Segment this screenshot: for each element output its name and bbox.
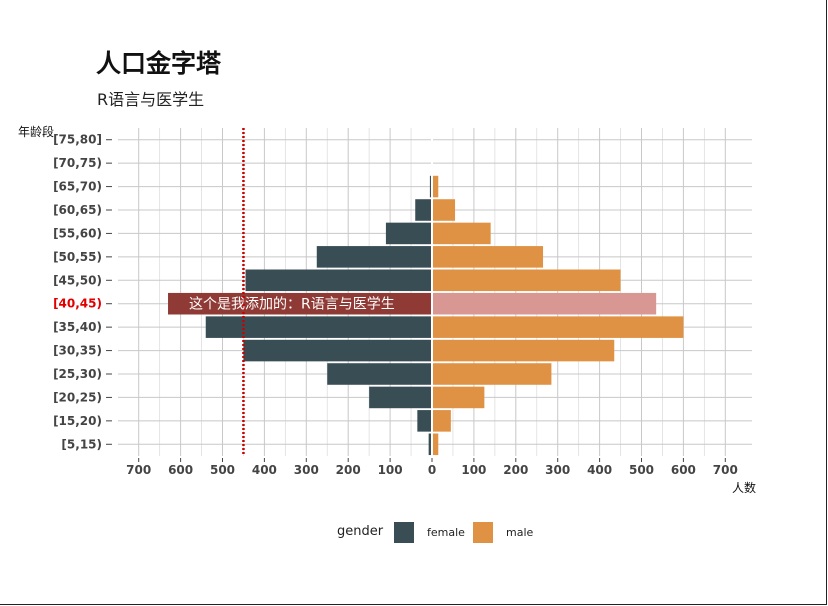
bar-female <box>316 246 432 268</box>
y-tick-label: [65,70) <box>53 180 102 194</box>
bar-male <box>432 199 456 221</box>
legend-title: gender <box>337 524 384 539</box>
bar-male <box>432 339 615 362</box>
y-tick-label: [55,60) <box>53 226 102 240</box>
legend-label-female: female <box>427 526 465 539</box>
y-tick-label: [50,55) <box>53 250 102 264</box>
y-tick-label: [35,40) <box>53 320 102 334</box>
y-tick-label: [5,15) <box>61 437 102 451</box>
bar-female <box>415 199 432 221</box>
y-tick-label: [70,75) <box>53 156 102 170</box>
legend-label-male: male <box>506 526 534 539</box>
bars <box>168 128 684 456</box>
x-tick-label: 0 <box>428 463 436 477</box>
chart-title: 人口金字塔 <box>96 49 222 78</box>
bar-male-highlight <box>432 292 657 315</box>
chart-subtitle: R语言与医学生 <box>97 90 205 109</box>
bar-male <box>432 386 485 409</box>
y-tick-label: [45,50) <box>53 273 102 287</box>
x-axis-title: 人数 <box>732 480 756 495</box>
x-tick-label: 400 <box>252 463 277 477</box>
x-tick-label: 600 <box>168 463 193 477</box>
bar-male <box>432 433 439 456</box>
bar-female <box>369 386 432 409</box>
bar-male <box>432 222 491 245</box>
x-tick-label: 100 <box>461 463 486 477</box>
y-tick-label: [30,35) <box>53 344 102 358</box>
x-tick-label: 100 <box>378 463 403 477</box>
highlight-annotation: 这个是我添加的：R语言与医学生 <box>189 296 395 313</box>
x-tick-label: 500 <box>210 463 235 477</box>
y-tick-label: [15,20) <box>53 414 102 428</box>
y-axis-title: 年龄段 <box>18 124 54 139</box>
bar-male <box>432 316 684 338</box>
labels: 这个是我添加的：R语言与医学生 [5,15) [15,20) [20,25) [25,3… <box>18 124 756 495</box>
y-tick-label: [60,65) <box>53 203 102 217</box>
bar-female-highlight <box>168 292 432 315</box>
x-tick-label: 600 <box>671 463 696 477</box>
bar-male <box>432 175 439 198</box>
bar-female <box>245 269 432 292</box>
x-tick-label: 300 <box>294 463 319 477</box>
bar-male <box>432 246 544 268</box>
bar-male <box>432 410 451 432</box>
x-tick-label: 700 <box>713 463 738 477</box>
bar-female <box>243 339 432 362</box>
y-tick-label: [20,25) <box>53 390 102 404</box>
y-tick-label: [40,45) <box>53 297 102 311</box>
bar-female <box>385 222 432 245</box>
legend-swatch-female <box>394 522 414 543</box>
bar-female <box>428 433 432 456</box>
bar-female <box>205 316 432 338</box>
x-tick-label: 200 <box>503 463 528 477</box>
bar-male <box>432 363 552 385</box>
bar-female <box>417 410 432 432</box>
legend: gender female male <box>337 522 534 543</box>
y-tick-label: [25,30) <box>53 367 102 381</box>
x-tick-label: 500 <box>629 463 654 477</box>
bar-female <box>327 363 432 385</box>
x-tick-label: 700 <box>126 463 151 477</box>
x-tick-label: 200 <box>336 463 361 477</box>
x-tick-label: 300 <box>545 463 570 477</box>
y-tick-label: [75,80] <box>53 133 102 147</box>
x-tick-label: 400 <box>587 463 612 477</box>
bar-male <box>432 269 621 292</box>
legend-swatch-male <box>473 522 493 543</box>
bar-female <box>429 175 432 198</box>
